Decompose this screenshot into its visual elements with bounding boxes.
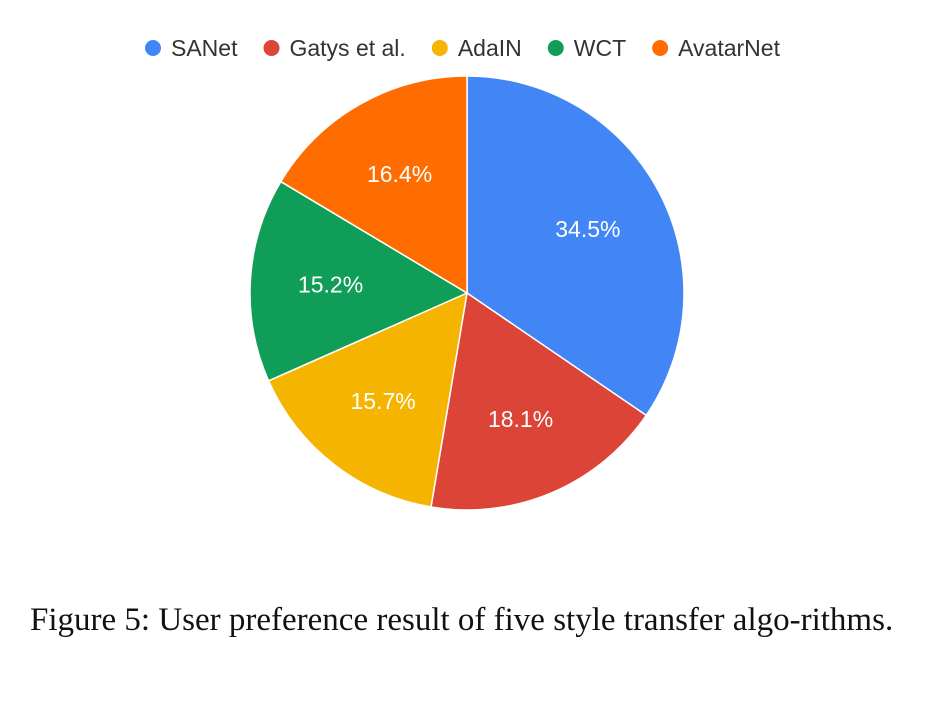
slice-label-avatarnet: 16.4% bbox=[367, 161, 432, 187]
legend-item-sanet: SANet bbox=[145, 35, 238, 61]
legend-item-avatarnet: AvatarNet bbox=[652, 35, 781, 61]
slice-label-wct: 15.2% bbox=[298, 272, 363, 298]
legend-marker-gatys-et-al bbox=[263, 40, 280, 56]
pie-chart: SANet Gatys et al. AdaIN WCT AvatarNet 34.5%… bbox=[145, 35, 781, 511]
legend-label-adain: AdaIN bbox=[458, 35, 522, 61]
legend-label-avatarnet: AvatarNet bbox=[678, 35, 780, 61]
legend-item-gatys-et-al: Gatys et al. bbox=[263, 35, 406, 61]
slice-label-sanet: 34.5% bbox=[555, 216, 620, 242]
pie-slice-gatys-et-al bbox=[430, 291, 648, 511]
pie-slice-labels: 34.5% 18.1% 15.7% 15.2% 16.4% bbox=[298, 161, 621, 432]
pie-slice-wct bbox=[249, 180, 469, 382]
pie-slices bbox=[249, 75, 685, 511]
pie-slice-avatarnet bbox=[279, 75, 468, 295]
slice-label-gatys-et-al: 18.1% bbox=[488, 406, 553, 432]
legend-label-gatys-et-al: Gatys et al. bbox=[289, 35, 405, 61]
legend-marker-wct bbox=[547, 40, 564, 56]
legend-marker-adain bbox=[431, 40, 448, 56]
chart-legend: SANet Gatys et al. AdaIN WCT AvatarNet bbox=[145, 35, 781, 61]
legend-marker-sanet bbox=[145, 40, 162, 56]
legend-label-wct: WCT bbox=[574, 35, 626, 61]
legend-item-wct: WCT bbox=[547, 35, 626, 61]
slice-label-adain: 15.7% bbox=[351, 388, 416, 414]
legend-marker-avatarnet bbox=[652, 40, 669, 56]
figure-caption: Figure 5: User preference result of five… bbox=[30, 602, 894, 638]
legend-item-adain: AdaIN bbox=[431, 35, 522, 61]
pie-slice-adain bbox=[267, 291, 468, 508]
pie-slice-sanet bbox=[466, 75, 685, 417]
legend-label-sanet: SANet bbox=[171, 35, 238, 61]
